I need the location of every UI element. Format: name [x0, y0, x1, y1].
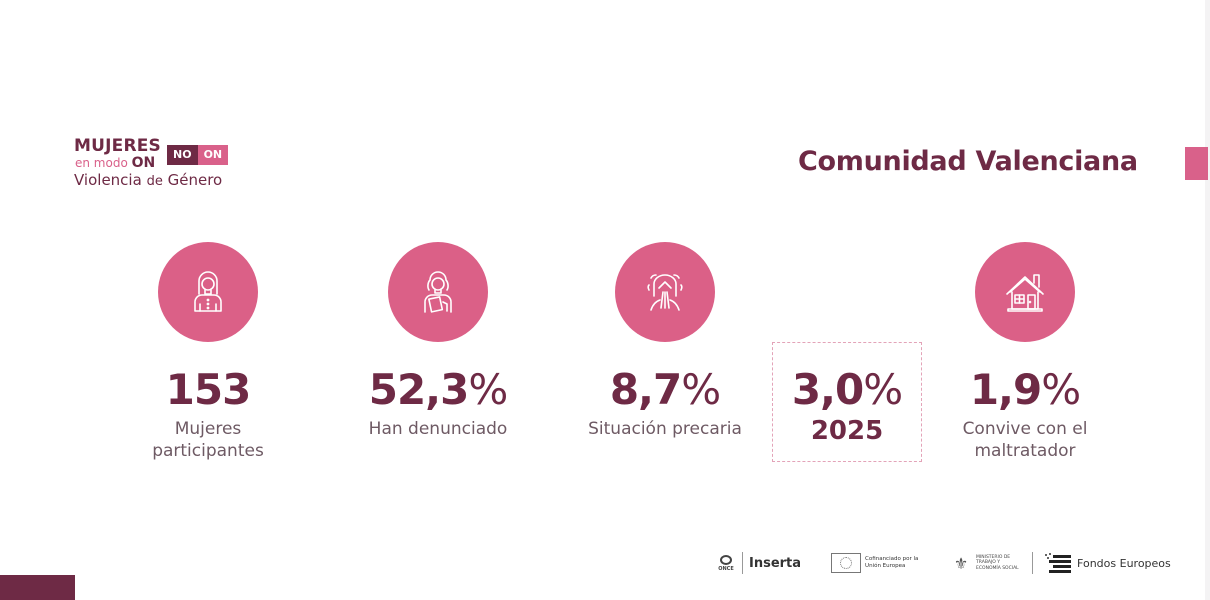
highlight-2025-box — [772, 342, 922, 462]
stat-number: 3,0 — [791, 365, 864, 414]
eu-cofinanced-logo: Cofinanciado por la Unión Europea — [801, 553, 920, 573]
sponsor-logos: ONCE Inserta Cofinanciado por la Unión E… — [716, 548, 1171, 578]
divider — [742, 552, 743, 574]
stat-value-participants: 153 — [138, 365, 278, 414]
stat-label-cohabits: Convive con el maltratador — [935, 418, 1115, 462]
inserta-label: Inserta — [749, 555, 802, 571]
stat-value-2025: 3,0% — [767, 365, 927, 414]
house-icon — [1006, 274, 1044, 312]
woman-icon-circle — [158, 242, 258, 342]
house-icon-circle — [975, 242, 1075, 342]
bottom-accent-bar — [0, 575, 75, 600]
stat-number: 52,3 — [368, 365, 470, 414]
fondos-europeos-label: Fondos Europeos — [1077, 556, 1171, 570]
eu-stars-ring — [840, 557, 853, 569]
stat-label-line: Mujeres — [174, 419, 242, 439]
stat-label-reported: Han denunciado — [338, 418, 538, 440]
once-inserta-logo: ONCE Inserta — [716, 552, 801, 574]
fondos-europeos-logo: Fondos Europeos — [1039, 552, 1171, 574]
stat-unit: % — [1041, 365, 1081, 414]
stat-label-line: maltratador — [974, 441, 1076, 461]
logo-line-3: Violencia de Género — [74, 171, 222, 189]
logo-line-3-genero: Género — [167, 171, 223, 189]
stat-value-cohabits: 1,9% — [945, 365, 1105, 414]
stat-label-line: Convive con el — [962, 419, 1088, 439]
logo-line-2: en modo ON — [75, 155, 155, 171]
stat-number: 1,9 — [969, 365, 1042, 414]
spain-crest-icon: ⚜ — [953, 553, 969, 573]
stat-label-line: Situación precaria — [588, 419, 742, 439]
title-accent-square — [1185, 147, 1208, 180]
stat-number: 8,7 — [609, 365, 682, 414]
page-title: Comunidad Valenciana — [798, 146, 1138, 177]
stat-label-precarious: Situación precaria — [565, 418, 765, 440]
no-on-badge: NO ON — [167, 145, 229, 165]
distressed-woman-icon-circle — [615, 242, 715, 342]
stat-unit: % — [468, 365, 508, 414]
ministry-logo: ⚜ MINISTERIO DE TRABAJO Y ECONOMÍA SOCIA… — [920, 551, 1039, 575]
stat-number: 153 — [165, 365, 252, 414]
ministry-text: MINISTERIO DE TRABAJO Y ECONOMÍA SOCIAL — [976, 554, 1019, 571]
logo-line-2-prefix: en modo — [75, 156, 128, 170]
eu-cofinanced-text: Cofinanciado por la Unión Europea — [865, 556, 919, 569]
badge-on: ON — [197, 145, 229, 165]
right-edge-strip — [1205, 0, 1210, 600]
once-label: ONCE — [718, 565, 734, 572]
stat-label-participants: Mujeres participantes — [128, 418, 288, 462]
stat-value-reported: 52,3% — [348, 365, 528, 414]
mujeres-en-modo-on-logo: MUJERES en modo ON Violencia de Género N… — [74, 136, 234, 196]
once-dot — [720, 554, 732, 565]
logo-line-1: MUJERES — [74, 136, 162, 156]
woman-with-document-icon — [424, 271, 452, 313]
stat-year-label: 2025 — [810, 416, 884, 446]
woman-document-icon-circle — [388, 242, 488, 342]
once-icon: ONCE — [716, 552, 736, 574]
divider — [1032, 552, 1034, 574]
stat-unit: % — [681, 365, 721, 414]
stat-value-precarious: 8,7% — [575, 365, 755, 414]
stat-label-line: Han denunciado — [368, 419, 508, 439]
woman-icon — [194, 271, 222, 312]
logo-line-3-de: de — [146, 174, 163, 189]
stat-unit: % — [863, 365, 903, 414]
eu-flag-icon — [831, 553, 862, 573]
fondos-europeos-icon — [1045, 553, 1072, 573]
stat-label-line: participantes — [152, 441, 264, 461]
logo-line-2-bold: ON — [131, 155, 156, 171]
distressed-woman-icon — [647, 274, 683, 311]
logo-line-3-violencia: Violencia — [74, 171, 142, 189]
badge-no: NO — [167, 145, 198, 165]
